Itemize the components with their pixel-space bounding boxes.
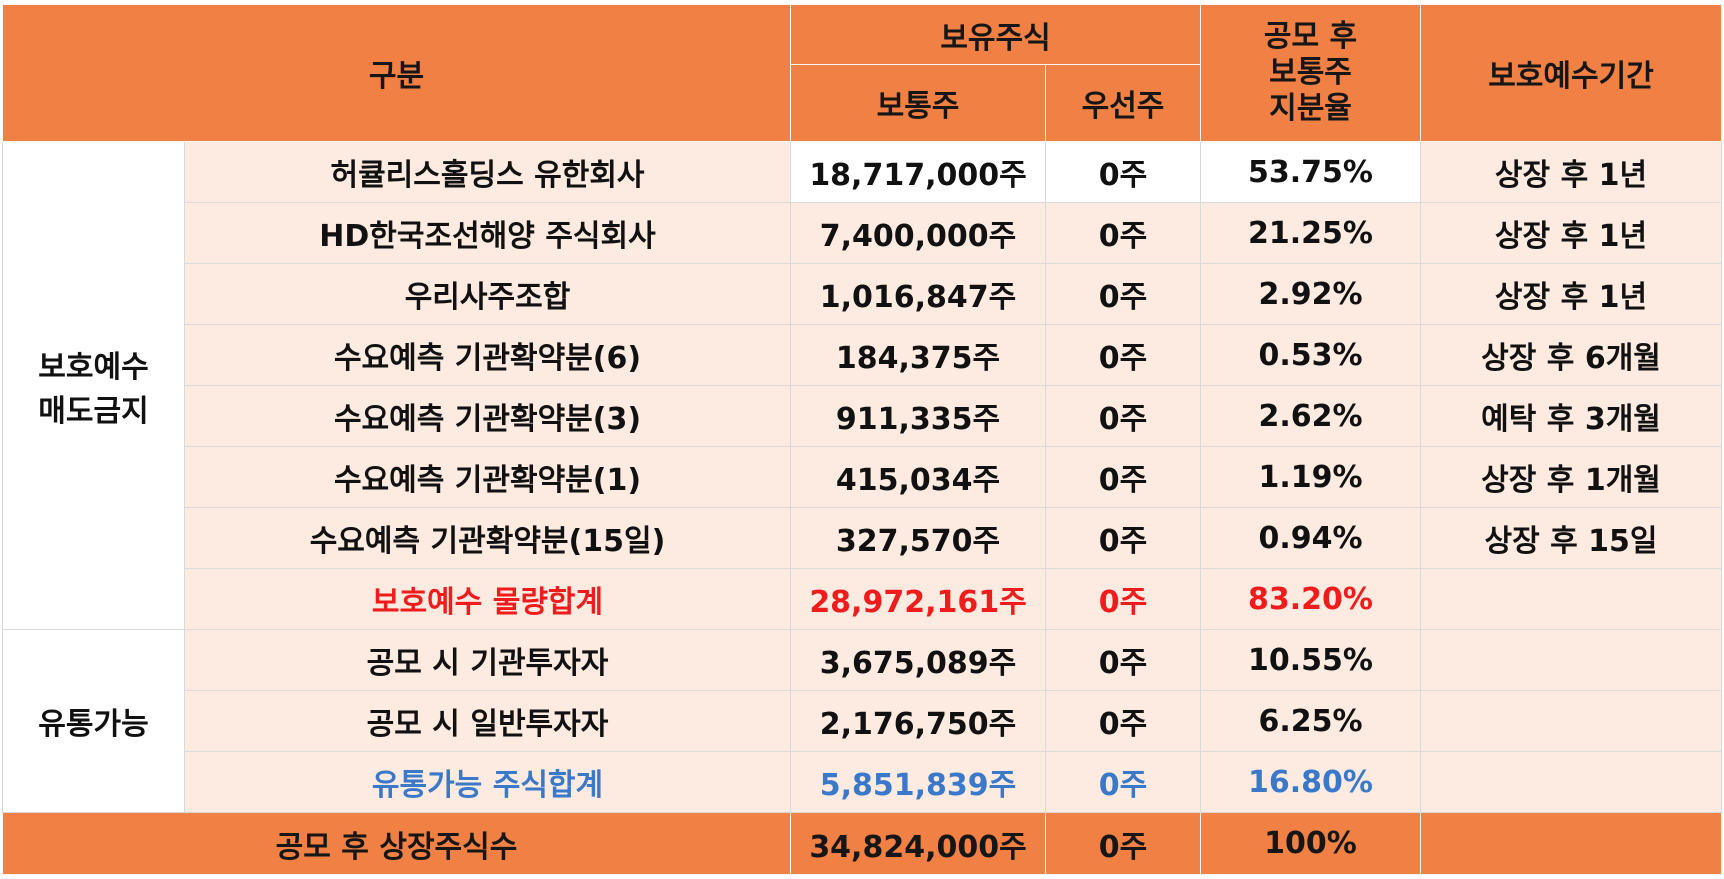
preferred-shares: 0주 [1045,202,1202,264]
tradable-total-common: 5,851,839주 [790,751,1047,813]
holder-name: 허큘리스홀딩스 유한회사 [183,141,792,203]
common-shares: 3,675,089주 [790,629,1047,691]
header-holding-shares: 보유주식 [790,4,1202,65]
table-row: 유통가능 공모 시 기관투자자 3,675,089주 0주 10.55% [2,629,1723,813]
table-row: 보호예수 매도금지 허큘리스홀딩스 유한회사 18,717,000주 0주 53… [2,141,1723,630]
preferred-shares: 0주 [1045,324,1202,386]
lockup-total-ratio: 83.20% [1200,568,1422,630]
lockup-total-row: 보호예수 물량합계 28,972,161주 0주 83.20% [3,568,1723,630]
ownership-ratio: 0.53% [1200,324,1422,386]
header-ratio-line-3: 지분율 [1269,91,1352,126]
footer-ratio: 100% [1200,812,1422,875]
holder-name: HD한국조선해양 주식회사 [183,202,792,264]
preferred-shares: 0주 [1045,141,1202,203]
tradable-total-label: 유통가능 주식합계 [183,751,792,813]
common-shares: 911,335주 [790,385,1047,447]
header-ratio-line-2: 보통주 [1269,55,1352,90]
preferred-shares: 0주 [1045,629,1202,691]
common-shares: 184,375주 [790,324,1047,386]
lockup-period [1420,690,1723,752]
footer-preferred: 0주 [1045,812,1202,875]
common-shares: 18,717,000주 [790,141,1047,203]
header-ratio-line-1: 공모 후 [1263,19,1358,54]
footer-label: 공모 후 상장주식수 [1,812,792,875]
common-shares: 327,570주 [790,507,1047,569]
preferred-shares: 0주 [1045,690,1202,752]
ownership-ratio: 21.25% [1200,202,1422,264]
table-row: 수요예측 기관확약분(6) 184,375주 0주 0.53% 상장 후 6개월 [3,324,1723,386]
listed-shares-footer-row: 공모 후 상장주식수 34,824,000주 0주 100% [1,812,1723,875]
table-row: 우리사주조합 1,016,847주 0주 2.92% 상장 후 1년 [3,263,1723,325]
group-lockup-line-1: 보호예수 [38,349,149,385]
header-post-ipo-ratio: 공모 후 보통주 지분율 [1200,4,1422,142]
table-row: 수요예측 기관확약분(3) 911,335주 0주 2.62% 예탁 후 3개월 [3,385,1723,447]
common-shares: 1,016,847주 [790,263,1047,325]
preferred-shares: 0주 [1045,385,1202,447]
ownership-ratio: 53.75% [1200,141,1422,203]
preferred-shares: 0주 [1045,263,1202,325]
tradable-total-preferred: 0주 [1045,751,1202,813]
lockup-period: 상장 후 15일 [1420,507,1723,569]
lockup-total-period [1420,568,1723,630]
lockup-table: 구분 보유주식 공모 후 보통주 지분율 보호예수기간 보통주 우선주 보호예수… [1,4,1723,875]
header-preferred-stock: 우선주 [1045,64,1202,142]
holder-name: 우리사주조합 [183,263,792,325]
ownership-ratio: 0.94% [1200,507,1422,569]
lockup-total-label: 보호예수 물량합계 [183,568,792,630]
preferred-shares: 0주 [1045,446,1202,508]
ownership-ratio: 2.62% [1200,385,1422,447]
lockup-period: 상장 후 1년 [1420,202,1723,264]
lockup-period: 상장 후 1년 [1420,141,1723,203]
footer-period [1420,812,1723,875]
ownership-ratio: 10.55% [1200,629,1422,691]
lockup-period: 상장 후 1개월 [1420,446,1723,508]
common-shares: 415,034주 [790,446,1047,508]
holder-name: 수요예측 기관확약분(15일) [183,507,792,569]
lockup-total-common: 28,972,161주 [790,568,1047,630]
ownership-ratio: 2.92% [1200,263,1422,325]
ownership-ratio: 1.19% [1200,446,1422,508]
header-category: 구분 [1,4,792,142]
lockup-period [1420,629,1723,691]
header-common-stock: 보통주 [790,64,1047,142]
group-lockup-label: 보호예수 매도금지 [2,141,185,630]
table-row: 수요예측 기관확약분(1) 415,034주 0주 1.19% 상장 후 1개월 [3,446,1723,508]
common-shares: 2,176,750주 [790,690,1047,752]
ownership-ratio: 6.25% [1200,690,1422,752]
tradable-total-period [1420,751,1723,813]
holder-name: 공모 시 일반투자자 [183,690,792,752]
lockup-period: 상장 후 6개월 [1420,324,1723,386]
lockup-total-preferred: 0주 [1045,568,1202,630]
footer-common: 34,824,000주 [790,812,1047,875]
table-row: 공모 시 일반투자자 2,176,750주 0주 6.25% [3,690,1723,752]
header-lockup-period: 보호예수기간 [1420,4,1723,142]
common-shares: 7,400,000주 [790,202,1047,264]
holder-name: 수요예측 기관확약분(6) [183,324,792,386]
tradable-total-ratio: 16.80% [1200,751,1422,813]
lockup-period: 예탁 후 3개월 [1420,385,1723,447]
holder-name: 공모 시 기관투자자 [183,629,792,691]
holder-name: 수요예측 기관확약분(1) [183,446,792,508]
group-tradable-label: 유통가능 [2,629,185,813]
table-row: HD한국조선해양 주식회사 7,400,000주 0주 21.25% 상장 후 … [3,202,1723,264]
lockup-period: 상장 후 1년 [1420,263,1723,325]
holder-name: 수요예측 기관확약분(3) [183,385,792,447]
preferred-shares: 0주 [1045,507,1202,569]
group-lockup-line-2: 매도금지 [38,393,149,429]
tradable-total-row: 유통가능 주식합계 5,851,839주 0주 16.80% [3,751,1723,813]
table-row: 수요예측 기관확약분(15일) 327,570주 0주 0.94% 상장 후 1… [3,507,1723,569]
